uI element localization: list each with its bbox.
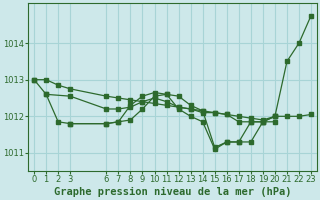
X-axis label: Graphe pression niveau de la mer (hPa): Graphe pression niveau de la mer (hPa) xyxy=(54,187,291,197)
